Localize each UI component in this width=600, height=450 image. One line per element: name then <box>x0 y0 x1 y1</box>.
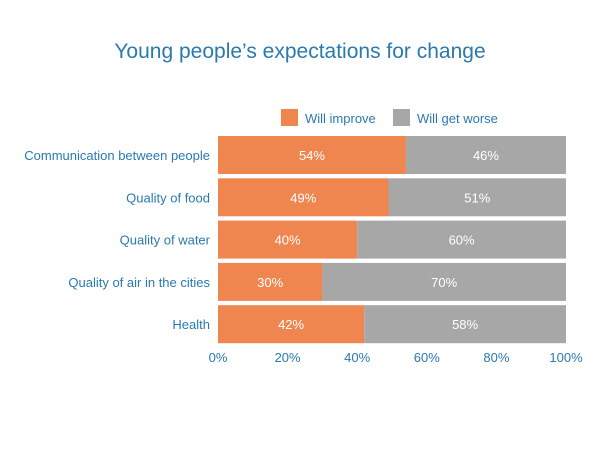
data-label: 49% <box>290 190 316 205</box>
x-tick-label: 60% <box>414 350 440 365</box>
category-label: Health <box>172 317 210 332</box>
category-label: Communication between people <box>24 148 210 163</box>
data-label: 54% <box>299 148 325 163</box>
data-label: 60% <box>449 233 475 248</box>
bar-will-improve <box>218 178 389 217</box>
data-label: 51% <box>464 190 490 205</box>
x-tick-label: 80% <box>483 350 509 365</box>
x-tick-label: 40% <box>344 350 370 365</box>
category-label: Quality of air in the cities <box>68 275 210 290</box>
legend-swatch-will-improve <box>281 109 298 126</box>
x-tick-label: 0% <box>209 350 228 365</box>
category-label: Quality of food <box>126 190 210 205</box>
bar-will-get-worse <box>405 136 566 174</box>
bar-will-get-worse <box>364 305 566 344</box>
x-tick-label: 100% <box>549 350 583 365</box>
x-tick-label: 20% <box>275 350 301 365</box>
legend-swatch-will-get-worse <box>393 109 410 126</box>
legend-label-will-improve: Will improve <box>305 111 376 126</box>
bar-will-improve <box>218 220 358 259</box>
bar-will-get-worse <box>357 220 566 259</box>
bar-will-improve <box>218 305 365 344</box>
data-label: 40% <box>275 233 301 248</box>
bar-will-get-worse <box>322 262 566 301</box>
data-label: 46% <box>473 148 499 163</box>
legend-label-will-get-worse: Will get worse <box>417 111 498 126</box>
data-label: 42% <box>278 317 304 332</box>
bar-will-get-worse <box>388 178 566 217</box>
data-label: 58% <box>452 317 478 332</box>
bar-will-improve <box>218 136 406 174</box>
data-label: 70% <box>431 275 457 290</box>
chart-title: Young people’s expectations for change <box>114 40 486 63</box>
category-label: Quality of water <box>120 233 211 248</box>
data-label: 30% <box>257 275 283 290</box>
bar-will-improve <box>218 262 323 301</box>
